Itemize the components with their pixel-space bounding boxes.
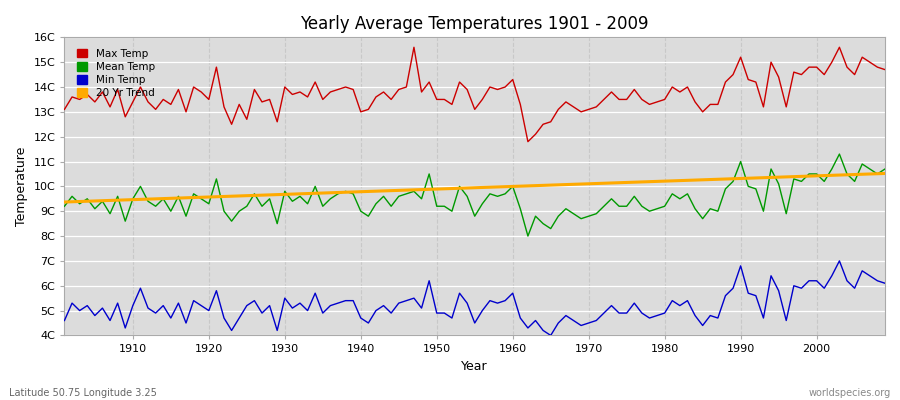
- Text: Latitude 50.75 Longitude 3.25: Latitude 50.75 Longitude 3.25: [9, 388, 157, 398]
- X-axis label: Year: Year: [462, 360, 488, 373]
- Text: worldspecies.org: worldspecies.org: [809, 388, 891, 398]
- Title: Yearly Average Temperatures 1901 - 2009: Yearly Average Temperatures 1901 - 2009: [301, 15, 649, 33]
- Legend: Max Temp, Mean Temp, Min Temp, 20 Yr Trend: Max Temp, Mean Temp, Min Temp, 20 Yr Tre…: [74, 46, 158, 101]
- Y-axis label: Temperature: Temperature: [15, 147, 28, 226]
